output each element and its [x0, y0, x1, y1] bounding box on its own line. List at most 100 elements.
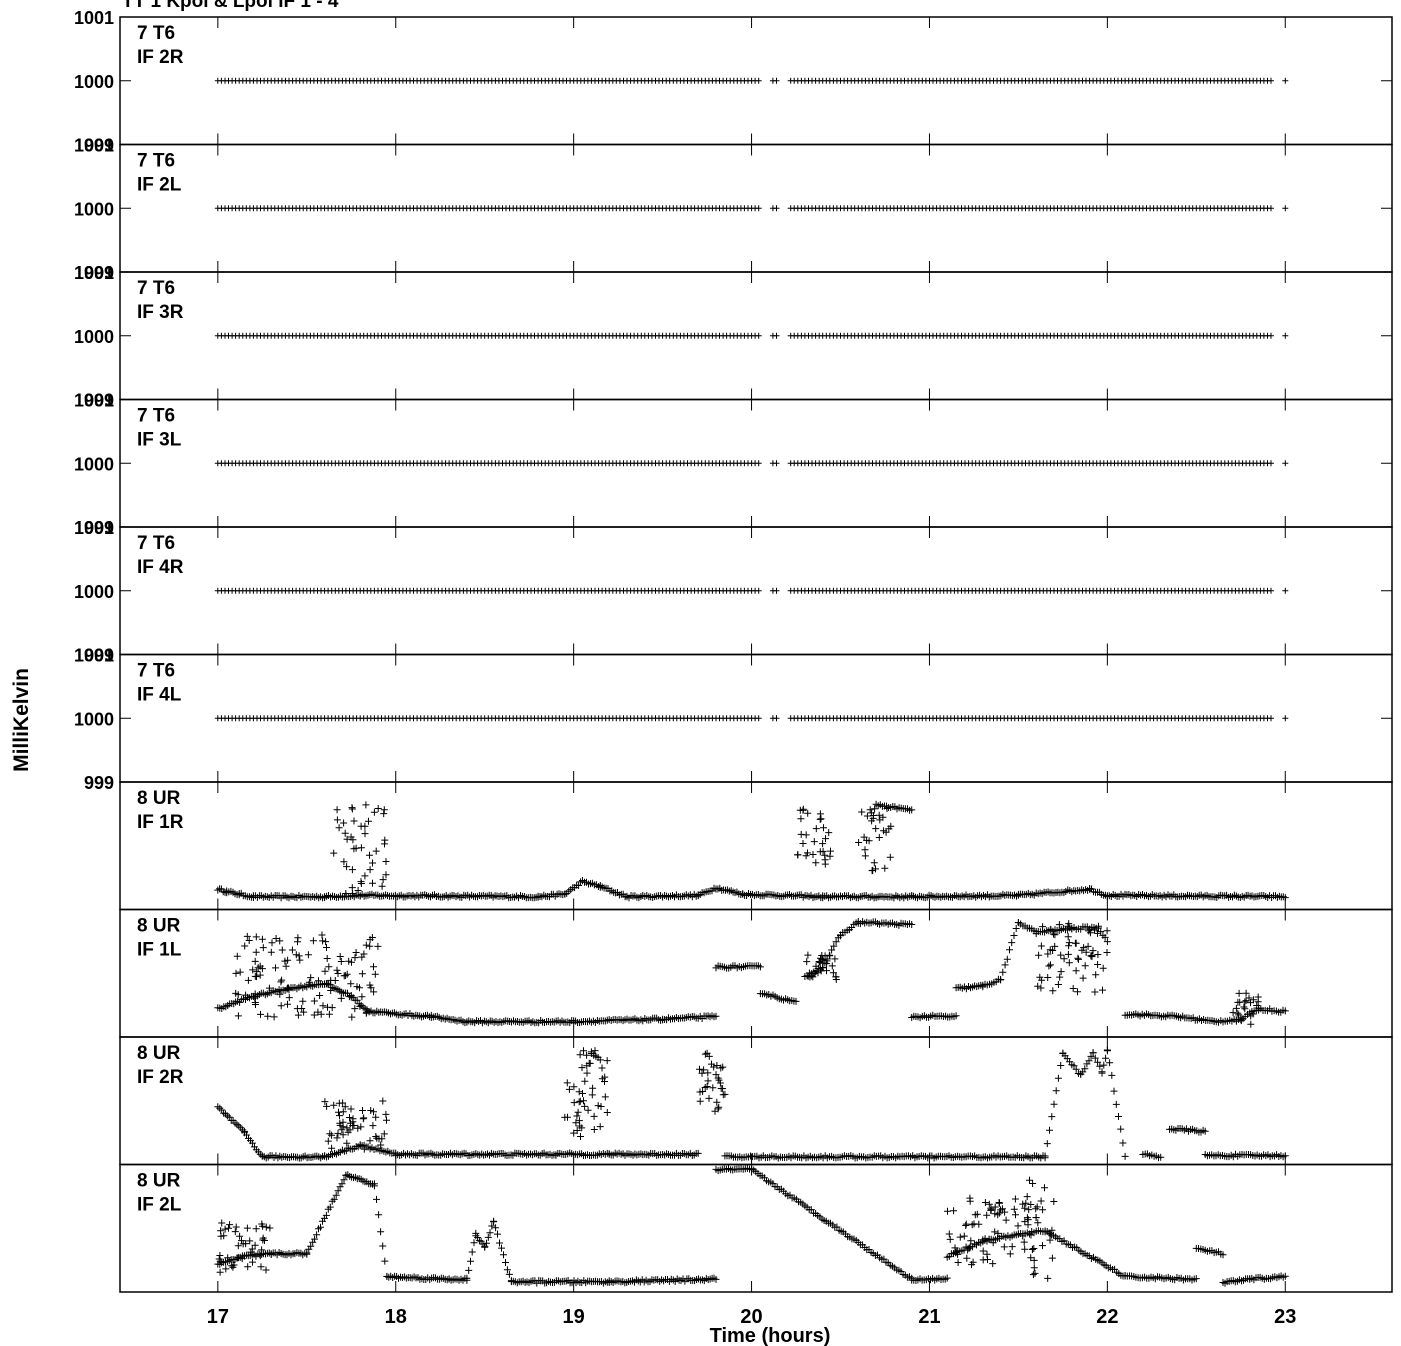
data-point: [861, 852, 869, 860]
data-point: [342, 890, 350, 897]
data-point: [381, 836, 389, 844]
data-point: [558, 1017, 566, 1025]
data-point: [1229, 1009, 1237, 1017]
x-tick-label: 20: [740, 1306, 762, 1328]
data-point: [1046, 1236, 1054, 1244]
data-point: [296, 956, 304, 964]
data-point: [332, 1191, 340, 1199]
data-point: [323, 955, 331, 962]
data-point: [1282, 332, 1289, 339]
data-point: [1037, 1197, 1045, 1205]
data-point: [1000, 1243, 1008, 1251]
data-point: [578, 1064, 586, 1072]
data-point: [883, 805, 891, 812]
data-point: [243, 1224, 251, 1232]
data-point: [804, 951, 812, 959]
data-point: [799, 805, 807, 813]
panel-label-antenna: 7 T6: [137, 151, 175, 172]
data-point: [259, 944, 267, 952]
data-point: [876, 816, 884, 824]
data-point: [755, 460, 762, 467]
data-point: [985, 1236, 993, 1243]
data-point: [806, 973, 814, 981]
data-point: [563, 1079, 571, 1087]
data-point: [357, 1123, 365, 1131]
data-point: [276, 937, 284, 945]
panel-frame: [119, 781, 1393, 911]
data-point: [330, 1195, 338, 1203]
data-point: [276, 990, 284, 998]
data-point: [576, 1122, 584, 1130]
data-point: [1072, 1065, 1080, 1073]
data-point: [717, 1064, 725, 1072]
data-point: [362, 941, 370, 949]
data-point: [370, 988, 378, 996]
data-point: [870, 859, 878, 867]
data-point: [343, 970, 351, 978]
data-point: [238, 1255, 246, 1263]
data-point: [591, 1047, 599, 1055]
data-series: [214, 77, 1289, 84]
data-point: [331, 977, 339, 984]
data-point: [815, 958, 823, 966]
data-point: [338, 1126, 346, 1134]
data-point: [370, 963, 377, 971]
data-point: [712, 1275, 720, 1283]
data-point: [1069, 985, 1077, 992]
data-point: [307, 1242, 315, 1250]
data-point: [354, 887, 362, 894]
data-point: [885, 825, 893, 833]
y-tick-label: 999: [84, 263, 114, 283]
y-tick-label: 999: [84, 773, 114, 793]
data-point: [1065, 939, 1073, 947]
data-point: [830, 942, 838, 950]
data-point: [1048, 1226, 1056, 1234]
data-point: [823, 957, 831, 965]
data-point: [1232, 1017, 1240, 1025]
data-point: [705, 1094, 713, 1102]
data-point: [241, 1127, 248, 1135]
data-point: [467, 1257, 474, 1265]
data-point: [236, 968, 244, 976]
data-point: [1057, 951, 1065, 959]
data-point: [249, 966, 257, 974]
data-point: [755, 205, 762, 212]
data-point: [1103, 927, 1111, 935]
data-series: [214, 715, 1289, 722]
data-point: [802, 852, 810, 860]
data-point: [1242, 997, 1250, 1005]
data-point: [369, 859, 376, 867]
data-point: [366, 936, 374, 944]
data-point: [366, 981, 374, 989]
data-point: [309, 937, 317, 945]
data-point: [794, 851, 802, 859]
data-point: [575, 882, 583, 889]
data-point: [340, 819, 348, 827]
data-point: [818, 952, 826, 959]
data-point: [1088, 953, 1096, 961]
data-point: [886, 853, 894, 861]
data-point: [307, 974, 315, 982]
data-point: [315, 977, 322, 985]
data-point: [242, 991, 250, 999]
data-point: [881, 864, 889, 872]
data-point: [336, 1121, 344, 1129]
data-point: [252, 1225, 260, 1233]
data-point: [951, 1244, 959, 1252]
data-point: [989, 1260, 997, 1268]
data-point: [1106, 1059, 1114, 1067]
data-point: [603, 1057, 611, 1065]
data-point: [1001, 961, 1009, 969]
data-point: [326, 1203, 334, 1211]
data-point: [1064, 933, 1072, 941]
data-point: [827, 847, 834, 855]
data-point: [855, 839, 863, 846]
data-point: [1032, 1205, 1040, 1213]
data-point: [358, 970, 366, 978]
data-point: [1010, 932, 1018, 939]
data-point: [366, 866, 374, 874]
data-point: [1039, 923, 1047, 931]
data-point: [468, 1248, 476, 1256]
